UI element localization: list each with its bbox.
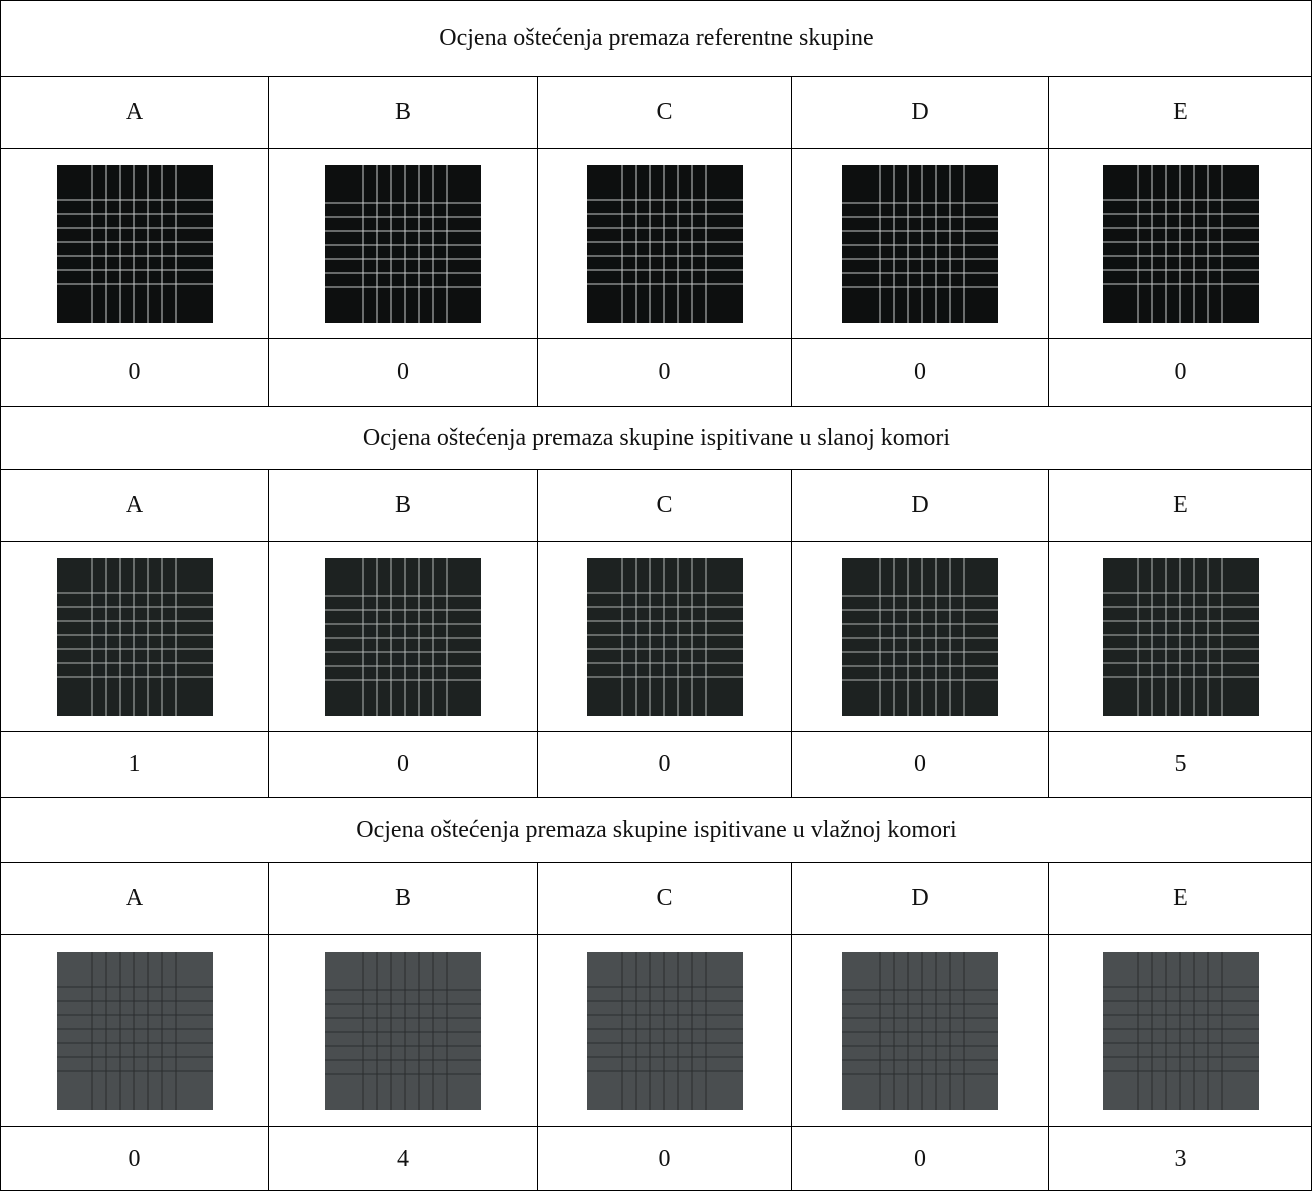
score: 5: [1049, 732, 1311, 798]
column-label: C: [538, 77, 792, 149]
score: 1: [1, 732, 269, 798]
section-title: Ocjena oštećenja premaza skupine ispitiv…: [1, 407, 1311, 470]
photo-cell: [1, 149, 269, 339]
photo: [325, 557, 481, 716]
score: 0: [269, 732, 538, 798]
photo: [1102, 951, 1259, 1110]
column-label: A: [1, 77, 269, 149]
photo-cell: [269, 542, 538, 732]
column-label: B: [269, 863, 538, 935]
score: 0: [792, 339, 1049, 407]
column-label: C: [538, 863, 792, 935]
section-title: Ocjena oštećenja premaza referentne skup…: [1, 1, 1311, 77]
photo: [325, 951, 481, 1110]
score: 0: [269, 339, 538, 407]
column-label: E: [1049, 77, 1311, 149]
column-label: E: [1049, 863, 1311, 935]
column-label: B: [269, 77, 538, 149]
photo-cell: [792, 542, 1049, 732]
section-title: Ocjena oštećenja premaza skupine ispitiv…: [1, 798, 1311, 863]
photo-cell: [1, 935, 269, 1127]
score: 0: [792, 732, 1049, 798]
column-label: A: [1, 470, 269, 542]
score: 0: [1, 1127, 269, 1190]
photo: [325, 164, 481, 323]
photo: [1102, 164, 1259, 323]
photo: [842, 557, 998, 716]
photo: [56, 164, 213, 323]
column-label: D: [792, 863, 1049, 935]
score: 4: [269, 1127, 538, 1190]
photo-cell: [1, 542, 269, 732]
photo-cell: [269, 149, 538, 339]
column-label: E: [1049, 470, 1311, 542]
score: 3: [1049, 1127, 1311, 1190]
score: 0: [792, 1127, 1049, 1190]
photo-cell: [792, 149, 1049, 339]
photo: [842, 164, 998, 323]
photo-cell: [792, 935, 1049, 1127]
photo-cell: [538, 542, 792, 732]
column-label: D: [792, 470, 1049, 542]
score: 0: [538, 732, 792, 798]
column-label: D: [792, 77, 1049, 149]
score: 0: [538, 339, 792, 407]
column-label: C: [538, 470, 792, 542]
score: 0: [1, 339, 269, 407]
column-label: B: [269, 470, 538, 542]
photo: [1102, 557, 1259, 716]
photo: [842, 951, 998, 1110]
score: 0: [538, 1127, 792, 1190]
photo-cell: [538, 149, 792, 339]
photo: [586, 951, 743, 1110]
photo: [56, 951, 213, 1110]
photo: [586, 164, 743, 323]
photo-cell: [1049, 542, 1311, 732]
photo-cell: [538, 935, 792, 1127]
score: 0: [1049, 339, 1311, 407]
photo-cell: [1049, 935, 1311, 1127]
photo: [56, 557, 213, 716]
photo: [586, 557, 743, 716]
column-label: A: [1, 863, 269, 935]
photo-cell: [1049, 149, 1311, 339]
photo-cell: [269, 935, 538, 1127]
